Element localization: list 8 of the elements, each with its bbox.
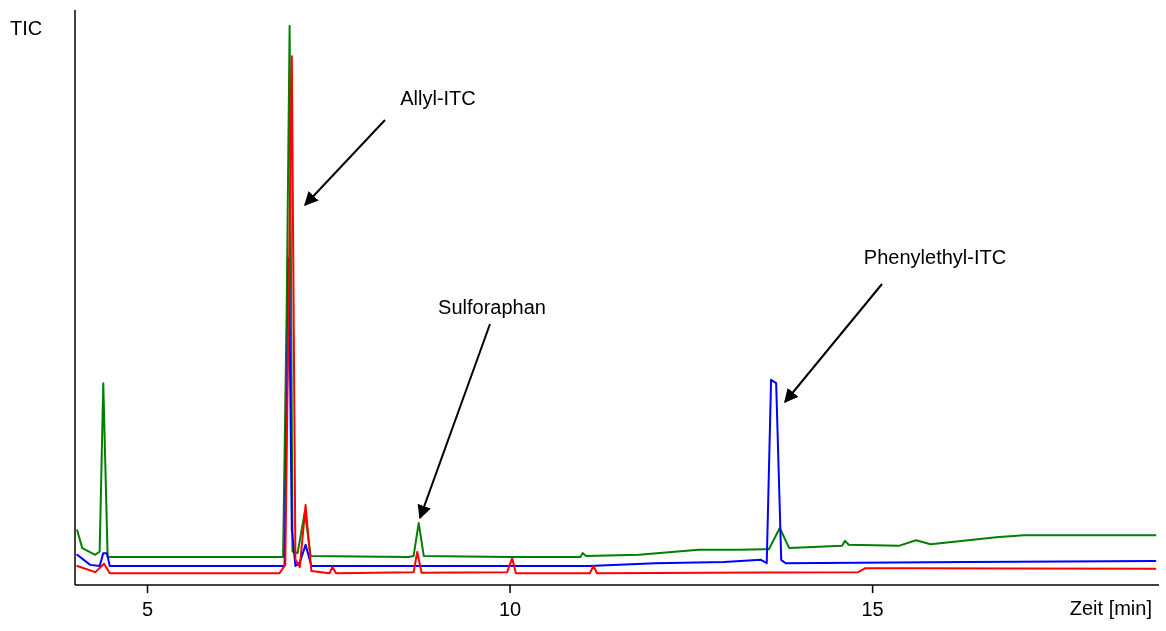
annotation: Allyl-ITC	[400, 87, 476, 109]
annotation: Sulforaphan	[438, 296, 546, 318]
annotation: Phenylethyl-ITC	[863, 246, 1007, 268]
x-tick-label: 10	[498, 598, 522, 620]
x-tick-label: 5	[141, 598, 154, 620]
x-tick-label: 15	[861, 598, 884, 620]
y-axis-title: TIC	[10, 17, 43, 39]
x-axis-title: Zeit [min]	[1069, 597, 1152, 619]
